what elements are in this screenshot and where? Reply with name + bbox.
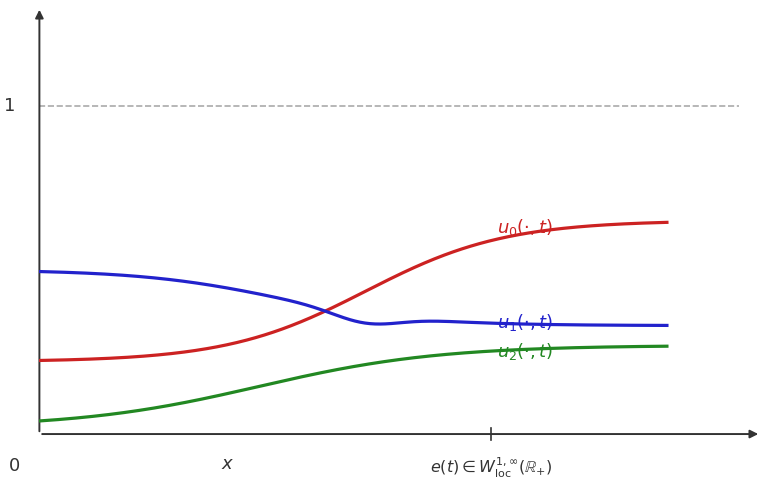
Text: $1$: $1$ [2,97,15,115]
Text: $u_1(\cdot, t)$: $u_1(\cdot, t)$ [498,312,554,333]
Text: $u_0(\cdot, t)$: $u_0(\cdot, t)$ [498,217,554,238]
Text: $u_2(\cdot, t)$: $u_2(\cdot, t)$ [498,342,554,363]
Text: $0$: $0$ [8,457,20,475]
Text: $x$: $x$ [221,455,234,473]
Text: $e(t) \in W^{1,\infty}_{\mathrm{loc}}(\mathbb{R}_{+})$: $e(t) \in W^{1,\infty}_{\mathrm{loc}}(\m… [430,455,552,480]
